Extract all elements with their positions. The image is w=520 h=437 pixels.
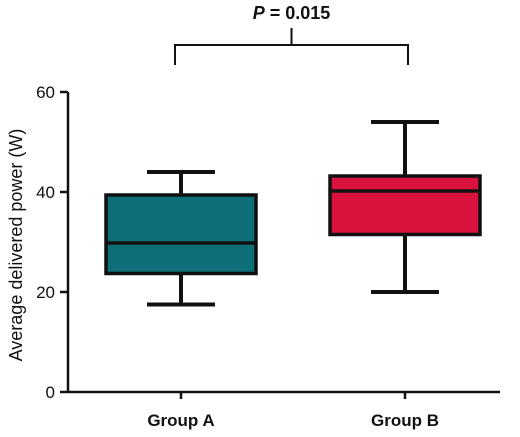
boxes [104, 120, 482, 307]
y-tick-label: 20 [36, 283, 55, 302]
p-value-label: P = 0.015 [253, 3, 331, 23]
box-iqr [104, 193, 258, 276]
bracket-line [174, 44, 409, 65]
axes [66, 92, 500, 394]
y-axis-title: Average delivered power (W) [6, 129, 26, 362]
p-symbol: P [253, 3, 266, 23]
y-tick-label: 40 [36, 183, 55, 202]
p-value-text: = 0.015 [265, 3, 331, 23]
box-1 [104, 170, 258, 307]
box-2 [328, 120, 482, 294]
y-tick-label: 0 [46, 383, 55, 402]
x-tick-label: Group B [371, 411, 439, 430]
x-tick-label: Group A [147, 411, 214, 430]
significance-bracket: P = 0.015 [174, 3, 409, 65]
box-iqr [328, 174, 482, 237]
y-ticks: 0 20 40 60 [36, 83, 68, 402]
x-ticks: Group A Group B [147, 392, 439, 430]
y-tick-label: 60 [36, 83, 55, 102]
